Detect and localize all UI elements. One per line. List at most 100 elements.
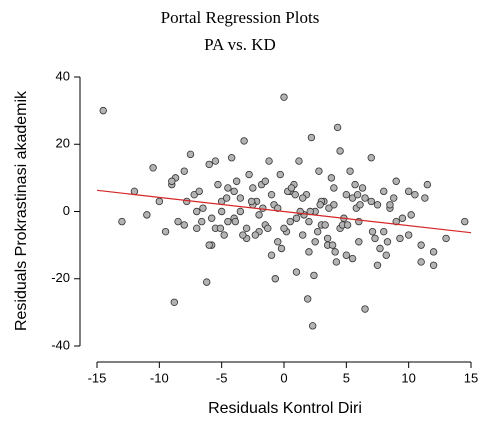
point (292, 268, 301, 276)
point (342, 251, 351, 259)
x-tick-label: 5 (343, 370, 350, 385)
point (348, 254, 357, 263)
point (305, 248, 313, 256)
point (193, 207, 201, 216)
point (346, 167, 354, 175)
point (299, 231, 307, 239)
point (149, 164, 157, 172)
point (368, 227, 377, 236)
point (311, 238, 319, 246)
point (186, 150, 195, 159)
point (382, 251, 390, 259)
y-tick-label: -40 (51, 337, 70, 352)
point (240, 137, 248, 145)
point (224, 184, 232, 192)
point (423, 180, 432, 189)
chart-subtitle: PA vs. KD (204, 35, 276, 54)
point (236, 207, 245, 216)
point (99, 106, 107, 115)
x-tick-label: 15 (464, 370, 478, 385)
point (383, 238, 392, 246)
point (174, 217, 182, 226)
point (180, 221, 188, 229)
point (265, 157, 273, 165)
point (143, 211, 151, 219)
point (356, 201, 364, 209)
point (358, 184, 367, 192)
y-tick-label: 0 (63, 203, 70, 218)
point (308, 322, 317, 330)
point (380, 187, 388, 196)
point (407, 211, 415, 219)
point (274, 204, 282, 212)
point (271, 275, 279, 283)
chart-title: Portal Regression Plots (161, 8, 320, 27)
point (277, 244, 286, 253)
point (411, 190, 419, 199)
point (390, 194, 398, 202)
point (130, 187, 139, 196)
point (371, 234, 379, 243)
y-tick-label: 40 (56, 68, 70, 83)
point (398, 214, 407, 222)
point (168, 177, 176, 185)
point (332, 258, 341, 266)
point (386, 201, 394, 209)
point (392, 177, 400, 185)
y-tick-label: -20 (51, 270, 70, 285)
point (343, 221, 352, 229)
point (245, 170, 253, 179)
point (217, 207, 226, 216)
y-axis-label: Residuals Prokrastinasi akademik (13, 90, 30, 331)
x-tick-label: -10 (150, 370, 169, 385)
point (355, 238, 363, 246)
point (380, 227, 388, 236)
point (255, 211, 263, 219)
point (230, 187, 238, 196)
point (313, 227, 322, 236)
point (292, 214, 301, 222)
point (220, 231, 228, 239)
point (205, 241, 213, 249)
point (239, 231, 247, 239)
point (249, 184, 257, 192)
point (291, 190, 299, 199)
point (193, 224, 201, 233)
point (361, 194, 369, 202)
point (214, 180, 222, 189)
point (396, 234, 404, 243)
point (274, 238, 282, 246)
point (321, 221, 329, 229)
point (287, 184, 296, 192)
point (328, 241, 337, 249)
point (216, 224, 225, 233)
point (367, 153, 375, 162)
point (331, 248, 339, 256)
point (264, 224, 272, 233)
point (299, 194, 307, 202)
x-tick-label: 0 (280, 370, 287, 385)
point (276, 170, 284, 179)
point (323, 234, 332, 243)
point (417, 258, 425, 266)
point (286, 217, 294, 226)
point (336, 147, 344, 155)
point (267, 251, 276, 259)
point (211, 157, 220, 165)
point (392, 217, 400, 226)
point (161, 227, 170, 236)
x-axis-label: Residuals Kontrol Diri (208, 400, 362, 417)
point (442, 234, 450, 243)
point (330, 201, 338, 209)
point (236, 194, 245, 202)
point (421, 194, 429, 202)
point (342, 190, 351, 199)
point (295, 157, 303, 165)
point (333, 123, 342, 132)
point (315, 167, 323, 175)
point (195, 187, 203, 196)
x-tick-label: -15 (88, 370, 107, 385)
point (280, 224, 288, 233)
point (180, 167, 188, 175)
